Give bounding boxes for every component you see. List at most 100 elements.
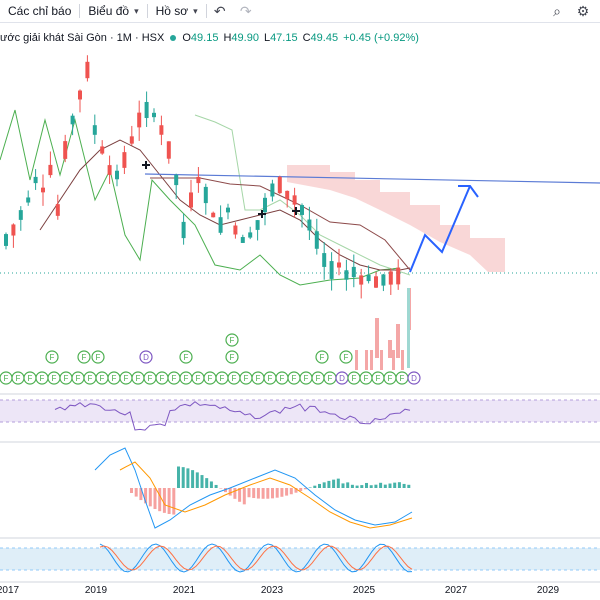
fundamental-marker-label: F xyxy=(196,374,201,383)
candle-body xyxy=(144,101,149,119)
indicators-button[interactable]: Các chỉ báo xyxy=(0,0,79,22)
chart-legend: ước giải khát Sài Gòn · 1M · HSX O 49.15 … xyxy=(0,30,420,46)
macd-histogram-bar xyxy=(209,481,213,488)
candle-body xyxy=(240,237,245,243)
fundamental-marker-label: F xyxy=(244,374,249,383)
macd-histogram-bar xyxy=(172,488,176,515)
macd-histogram-bar xyxy=(200,475,204,488)
change-value: +0.45 (+0.92%) xyxy=(343,32,419,44)
fundamental-marker-label: F xyxy=(172,374,177,383)
dividend-marker xyxy=(407,371,421,385)
macd-histogram-bar xyxy=(214,484,218,488)
macd-histogram-bar xyxy=(402,483,406,488)
candle-body xyxy=(263,197,267,213)
macd-histogram-bar xyxy=(355,485,359,488)
candle-body xyxy=(396,267,401,285)
stoch-d-line xyxy=(99,545,413,571)
dividend-marker-label: D xyxy=(143,353,149,362)
candle-body xyxy=(41,187,45,193)
candle-body xyxy=(226,207,230,213)
volume-bar xyxy=(370,350,373,370)
profile-menu-label: Hồ sơ xyxy=(155,4,189,18)
candle-body xyxy=(189,192,193,208)
fundamental-marker-label: F xyxy=(124,374,129,383)
candle-body xyxy=(248,232,253,238)
macd-histogram-bar xyxy=(383,484,387,488)
fundamental-marker-label: F xyxy=(376,374,381,383)
fundamental-marker-label: F xyxy=(160,374,165,383)
fundamental-marker-label: F xyxy=(100,374,105,383)
chart-menu-button[interactable]: Biểu đồ ▾ xyxy=(80,0,146,22)
x-tick-label: 2027 xyxy=(444,585,468,596)
fundamental-marker-label: F xyxy=(208,374,213,383)
macd-histogram-bar xyxy=(158,488,162,512)
search-icon[interactable]: ⌕ xyxy=(553,2,561,19)
fundamental-marker-label: F xyxy=(28,374,33,383)
candle-body xyxy=(63,141,68,159)
gear-icon[interactable]: ⚙ xyxy=(576,2,590,19)
macd-histogram-bar xyxy=(388,483,392,488)
macd-histogram-bar xyxy=(332,479,336,488)
kijun-line xyxy=(150,177,411,271)
fundamental-marker-label: F xyxy=(96,353,101,362)
macd-histogram-bar xyxy=(177,466,180,488)
volume-bar xyxy=(401,350,404,370)
fundamental-marker-label: F xyxy=(280,374,285,383)
market-status-dot xyxy=(170,35,177,41)
ichimoku-cloud xyxy=(287,165,505,272)
rsi-band xyxy=(0,400,600,422)
fundamental-marker xyxy=(91,350,105,364)
candle-body xyxy=(351,266,356,278)
fundamental-marker-label: F xyxy=(268,374,273,383)
macd-histogram-bar xyxy=(322,482,326,488)
open-value: 49.15 xyxy=(190,32,219,44)
stoch-band xyxy=(0,548,600,570)
fundamental-marker xyxy=(315,350,329,364)
macd-histogram-bar xyxy=(336,478,340,488)
candle-body xyxy=(115,170,119,180)
volume-bar xyxy=(388,340,392,358)
marker-cross xyxy=(142,161,150,169)
volume-bar xyxy=(355,350,358,370)
macd-histogram-bar xyxy=(191,470,195,488)
fundamental-marker-label: F xyxy=(388,374,393,383)
candle-body xyxy=(211,212,216,218)
macd-histogram-bar xyxy=(266,488,270,499)
macd-histogram-bar xyxy=(303,488,307,490)
fundamental-marker-label: F xyxy=(148,374,153,383)
macd-histogram-bar xyxy=(275,488,279,498)
chart-menu-label: Biểu đồ xyxy=(88,4,130,18)
macd-histogram-bar xyxy=(242,488,246,505)
undo-icon[interactable]: ↶ xyxy=(213,2,226,19)
candle-body xyxy=(181,221,186,239)
x-tick-label: 2029 xyxy=(536,585,560,596)
macd-histogram-bar xyxy=(167,488,171,514)
high-value: 49.90 xyxy=(231,32,259,44)
macd-histogram-bar xyxy=(130,488,133,493)
symbol-title: ước giải khát Sài Gòn · 1M · HSX xyxy=(0,32,165,44)
close-label: C xyxy=(302,32,311,44)
base-line xyxy=(39,139,411,271)
macd-histogram-bar xyxy=(256,488,260,499)
projection-path xyxy=(409,185,471,273)
x-tick-label: 2021 xyxy=(172,585,196,596)
macd-histogram-bar xyxy=(379,482,383,488)
fundamental-marker-label: F xyxy=(16,374,21,383)
candle-body xyxy=(129,136,134,144)
volume-bar xyxy=(365,350,368,370)
fundamental-marker-label: F xyxy=(50,353,55,362)
redo-icon[interactable]: ↷ xyxy=(239,2,252,19)
macd-histogram-bar xyxy=(346,482,350,488)
profile-menu-button[interactable]: Hồ sơ ▾ xyxy=(148,0,206,22)
fundamental-marker-label: F xyxy=(82,353,87,362)
projection-arrowhead xyxy=(458,185,479,198)
fundamental-marker-label: F xyxy=(184,353,189,362)
candle-body xyxy=(300,205,304,215)
candle-body xyxy=(337,262,341,268)
candle-body xyxy=(359,275,364,285)
candle-body xyxy=(137,112,142,128)
close-value: 49.45 xyxy=(310,32,339,44)
low-label: L xyxy=(263,32,271,44)
candle-body xyxy=(322,253,327,267)
